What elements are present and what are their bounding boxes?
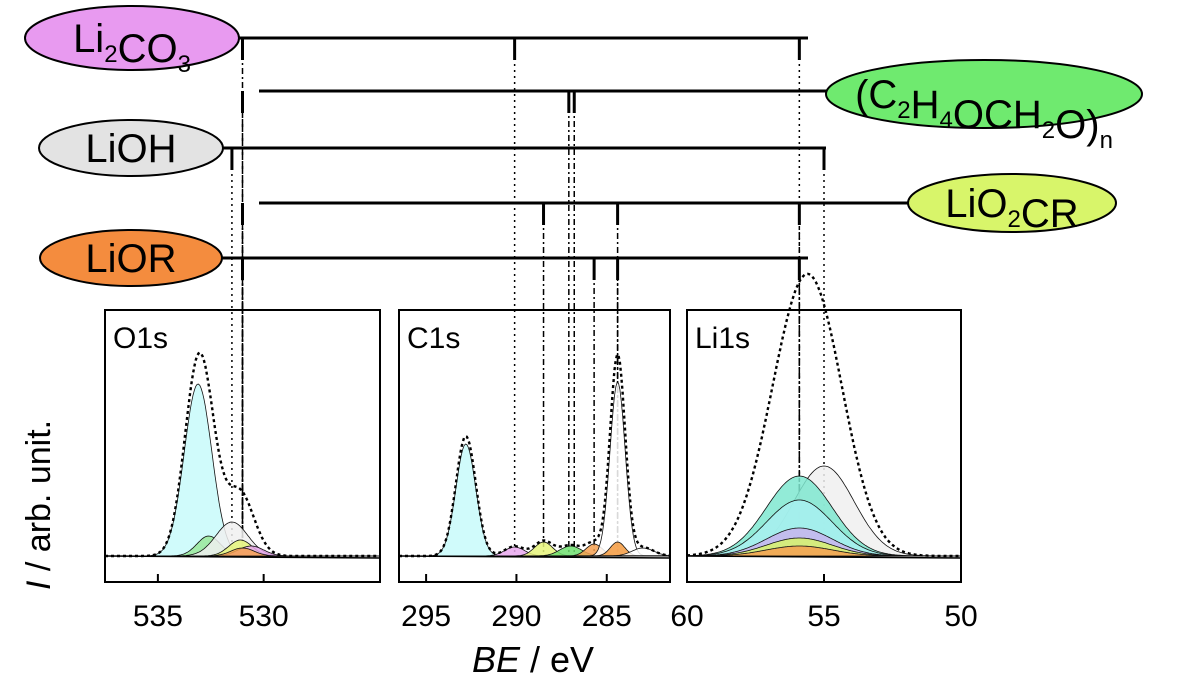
tick-label-li1s-50: 50 (944, 600, 977, 633)
axis-labels: I / arb. unit. BE / eV (20, 420, 594, 679)
baseline-c1s (398, 555, 671, 559)
species-name-lio2cr: LiO2CR (945, 182, 1078, 236)
panel-o1s: O1s 535 530 (104, 309, 381, 633)
species-labels: Li2CO3 (C2H4OCH2O)n LiOH LiO2CR LiOR (24, 5, 1143, 287)
panel-title-o1s: O1s (113, 322, 168, 355)
species-badge-lior (39, 229, 223, 287)
measured-envelope-o1s (105, 351, 380, 558)
spectrum-panels: O1s 535 530 C1s 295 290 285 Li1s 60 55 50 (104, 272, 978, 633)
species-name-li2co3: Li2CO3 (73, 17, 191, 78)
species-badge-lio2cr (907, 173, 1117, 233)
fit-component-li1s-6 (687, 545, 961, 557)
panel-frame-c1s (398, 309, 671, 583)
species-name-lior: LiOR (85, 237, 176, 281)
species-label-polymer: (C2H4OCH2O)n (825, 59, 1143, 154)
species-badge-li2co3 (24, 5, 240, 71)
species-name-polymer: (C2H4OCH2O)n (855, 73, 1113, 154)
tick-label-c1s-295: 295 (401, 600, 451, 633)
species-label-lioh: LiOH (38, 119, 224, 177)
species-label-lio2cr: LiO2CR (907, 173, 1117, 236)
measured-envelope-c1s (399, 352, 671, 558)
x-axis-label: BE / eV (472, 639, 594, 679)
panel-c1s: C1s 295 290 285 (398, 309, 671, 633)
tick-label-li1s-55: 55 (807, 600, 840, 633)
species-label-lior: LiOR (39, 229, 223, 287)
panel-frame-o1s (104, 309, 381, 583)
fit-component-c1s-6 (399, 381, 670, 557)
tick-label-c1s-285: 285 (582, 600, 632, 633)
baseline-o1s (104, 555, 381, 559)
species-badge-polymer (825, 59, 1143, 129)
tick-label-c1s-290: 290 (491, 600, 541, 633)
species-connector-lines (222, 36, 908, 556)
species-label-li2co3: Li2CO3 (24, 5, 240, 78)
panel-title-li1s: Li1s (695, 322, 750, 355)
tick-label-li1s-60: 60 (670, 600, 703, 633)
panel-li1s: Li1s 60 55 50 (670, 272, 978, 633)
tick-label-o1s-535: 535 (133, 600, 183, 633)
tick-label-o1s-530: 530 (239, 600, 289, 633)
measured-envelope-li1s (686, 272, 961, 558)
species-name-lioh: LiOH (85, 127, 176, 171)
panel-title-c1s: C1s (407, 322, 460, 355)
y-axis-label: I / arb. unit. (20, 420, 58, 590)
species-badge-lioh (38, 119, 224, 177)
baseline-li1s (686, 555, 962, 559)
